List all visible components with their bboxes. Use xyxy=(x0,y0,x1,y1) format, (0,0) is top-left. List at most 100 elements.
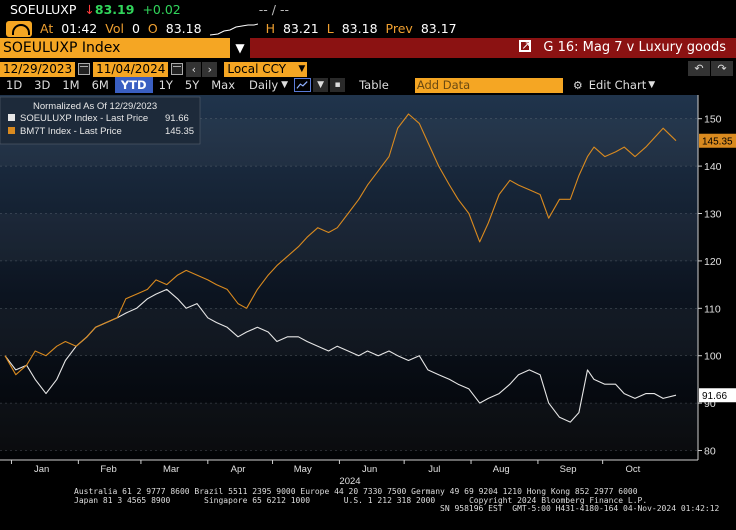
time-value: 01:42 xyxy=(61,21,98,36)
vol-label: Vol xyxy=(105,21,124,36)
range-1d[interactable]: 1D xyxy=(6,78,23,92)
y-tick-label-140: 140 xyxy=(704,161,722,173)
time-label: At xyxy=(40,21,54,36)
low-value: 83.18 xyxy=(341,21,378,36)
frequency-select[interactable]: Daily xyxy=(249,78,279,92)
frequency-dropdown-icon[interactable]: ▼ xyxy=(281,80,289,90)
redo-button[interactable]: ↷ xyxy=(711,61,733,76)
range-3d[interactable]: 3D xyxy=(34,78,51,92)
legend-swatch-soeuluxp xyxy=(8,114,15,121)
range-5y[interactable]: 5Y xyxy=(184,78,200,92)
prev-value: 83.17 xyxy=(420,21,457,36)
undo-button[interactable]: ↶ xyxy=(688,61,710,76)
footer-contacts-line1: Australia 61 2 9777 8600 Brazil 5511 239… xyxy=(74,487,638,496)
down-arrow-icon: ↓ xyxy=(84,2,95,17)
security-input[interactable]: SOEULUXP Index xyxy=(0,38,230,58)
x-tick-label-jan: Jan xyxy=(34,464,49,475)
end-date-input[interactable]: 11/04/2024 xyxy=(93,61,169,77)
footer-contacts-line2: Japan 81 3 4565 8900 Singapore 65 6212 1… xyxy=(74,496,648,505)
last-price-label-bm7t: 145.35 xyxy=(702,137,733,148)
x-tick-label-sep: Sep xyxy=(560,464,577,475)
range-6m[interactable]: 6M xyxy=(91,78,109,92)
ticker-symbol[interactable]: SOEULUXP xyxy=(10,2,77,17)
y-axis: 80 90 100 110 120 130 140 150 xyxy=(697,95,722,460)
legend-value-soeuluxp: 91.66 xyxy=(165,113,189,124)
grid-lines xyxy=(0,118,698,451)
range-1m[interactable]: 1M xyxy=(62,78,80,92)
x-tick-label-apr: Apr xyxy=(231,464,246,475)
low-label: L xyxy=(326,21,334,36)
range-1y[interactable]: 1Y xyxy=(158,78,173,92)
vol-value: 0 xyxy=(131,21,140,36)
series-line-bm7t xyxy=(4,113,677,376)
last-price: 83.19 xyxy=(94,2,135,17)
bid-ask: -- / -- xyxy=(258,2,289,17)
y-tick-label-120: 120 xyxy=(704,256,722,268)
chart-toolbar: 1D 3D 1M 6M YTD 1Y 5Y Max Daily ▼ ▼ ▪ Ta… xyxy=(0,77,736,93)
range-max[interactable]: Max xyxy=(211,78,236,92)
chart-type-dropdown-icon[interactable]: ▼ xyxy=(313,78,329,92)
y-tick-label-110: 110 xyxy=(704,303,721,315)
y-tick-label-100: 100 xyxy=(704,351,722,363)
end-calendar-icon[interactable] xyxy=(171,63,184,75)
x-year-label: 2024 xyxy=(339,476,360,487)
y-tick-label-90: 90 xyxy=(704,398,716,410)
x-axis: Jan Feb Mar Apr May Jun Jul Aug Sep Oct 2024 xyxy=(0,459,698,487)
last-price-label-soeuluxp: 91.66 xyxy=(702,391,727,402)
ticker-header: SOEULUXP ↓ 83.19 +0.02 -- / -- xyxy=(0,0,736,19)
line-chart-icon[interactable] xyxy=(294,78,312,92)
currency-select[interactable]: Local CCY xyxy=(224,61,297,77)
settings-icon[interactable]: ▪ xyxy=(330,78,346,92)
stats-row: At 01:42 Vol 0 O 83.18 H 83.21 L 83.18 P… xyxy=(0,19,736,38)
x-tick-label-may: May xyxy=(294,464,312,475)
legend-box xyxy=(0,96,201,145)
y-tick-label-150: 150 xyxy=(704,114,722,126)
high-value: 83.21 xyxy=(282,21,319,36)
gauge-icon[interactable] xyxy=(6,20,32,37)
legend-name-soeuluxp: SOEULUXP Index - Last Price xyxy=(20,113,148,124)
security-dropdown-icon[interactable]: ▼ xyxy=(235,41,245,55)
series-line-soeuluxp xyxy=(4,288,677,423)
title-bar: SOEULUXP Index ▼ G 16: Mag 7 v Luxury go… xyxy=(0,36,736,58)
price-group: ↓ 83.19 xyxy=(84,2,134,17)
last-price-tag-soeuluxp xyxy=(699,388,736,403)
open-label: O xyxy=(147,21,158,36)
last-price-tag-bm7t xyxy=(699,133,736,148)
x-tick-label-mar: Mar xyxy=(163,464,179,475)
legend-swatch-bm7t xyxy=(8,127,15,134)
last-price-labels: 91.66 145.35 xyxy=(699,133,736,403)
prev-label: Prev xyxy=(385,21,413,36)
prev-period-button[interactable]: ‹ xyxy=(186,61,202,77)
add-data-input[interactable]: Add Data xyxy=(414,77,563,93)
currency-dropdown-icon[interactable]: ▼ xyxy=(296,61,308,77)
range-ytd[interactable]: YTD xyxy=(114,77,153,93)
price-change: +0.02 xyxy=(142,2,181,17)
y-tick-label-130: 130 xyxy=(704,209,722,221)
high-label: H xyxy=(265,21,275,36)
edit-chart-button[interactable]: Edit Chart xyxy=(588,78,647,92)
edit-chart-dropdown-icon[interactable]: ▼ xyxy=(648,80,656,90)
legend-name-bm7t: BM7T Index - Last Price xyxy=(20,126,122,137)
band-100 xyxy=(0,308,698,355)
start-calendar-icon[interactable] xyxy=(78,63,91,75)
next-period-button[interactable]: › xyxy=(202,61,218,77)
open-value: 83.18 xyxy=(165,21,202,36)
export-icon[interactable] xyxy=(519,36,532,56)
x-tick-label-feb: Feb xyxy=(100,464,116,475)
footer-session-info: SN 958196 EST GMT-5:00 H431-4180-164 04-… xyxy=(440,504,720,513)
x-tick-label-jun: Jun xyxy=(362,464,377,475)
price-chart[interactable]: 80 90 100 110 120 130 140 150 Jan Feb Mar Apr May Ju… xyxy=(0,95,736,487)
y-tick-label-80: 80 xyxy=(704,446,716,458)
intraday-sparkline-icon xyxy=(209,23,258,35)
gear-icon[interactable]: ⚙ xyxy=(572,78,583,92)
band-80 xyxy=(0,403,698,450)
table-button[interactable]: Table xyxy=(359,78,389,92)
chart-title-bar: G 16: Mag 7 v Luxury goods xyxy=(250,36,736,58)
series-lines xyxy=(4,113,677,423)
start-date-input[interactable]: 12/29/2023 xyxy=(0,61,76,77)
chart-legend[interactable]: Normalized As Of 12/29/2023 SOEULUXP Ind… xyxy=(0,96,201,145)
footer: Australia 61 2 9777 8600 Brazil 5511 239… xyxy=(0,487,736,530)
x-tick-label-jul: Jul xyxy=(428,464,440,475)
x-tick-label-oct: Oct xyxy=(625,464,640,475)
legend-header: Normalized As Of 12/29/2023 xyxy=(33,101,157,112)
